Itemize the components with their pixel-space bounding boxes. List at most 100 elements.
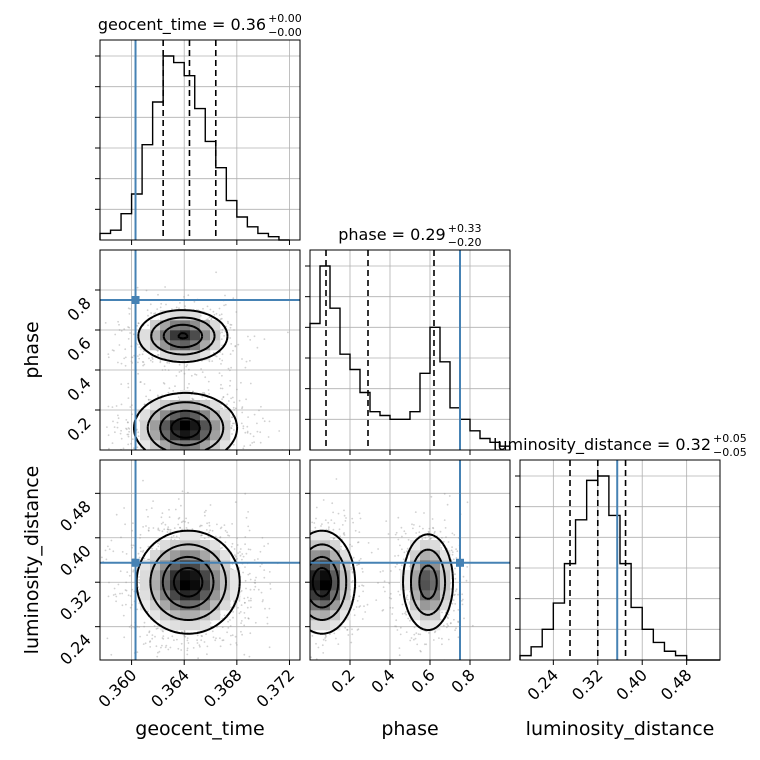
sample-point bbox=[168, 508, 170, 511]
sample-point bbox=[287, 568, 289, 570]
sample-point bbox=[253, 413, 256, 416]
sample-point bbox=[306, 572, 308, 574]
sample-point bbox=[208, 316, 211, 319]
sample-point bbox=[236, 388, 238, 391]
sample-point bbox=[230, 427, 233, 430]
sample-point bbox=[240, 630, 242, 633]
sample-point bbox=[302, 602, 304, 604]
sample-point bbox=[209, 457, 211, 459]
sample-point bbox=[243, 624, 246, 627]
density-cell bbox=[200, 440, 211, 450]
sample-point bbox=[200, 524, 203, 527]
sample-point bbox=[415, 632, 418, 634]
sample-point bbox=[304, 539, 306, 541]
sample-point bbox=[337, 512, 340, 515]
sample-point bbox=[148, 357, 150, 360]
joint-panel-phase-luminosity_distance bbox=[287, 459, 511, 661]
sample-point bbox=[335, 478, 338, 480]
sample-point bbox=[222, 396, 225, 399]
sample-point bbox=[206, 305, 209, 308]
sample-point bbox=[358, 531, 361, 533]
sample-point bbox=[111, 442, 114, 444]
sample-point bbox=[126, 421, 129, 423]
sample-point bbox=[162, 630, 165, 633]
sample-point bbox=[132, 570, 135, 573]
x-tick-label-geocent_time: 0.360 bbox=[95, 665, 141, 711]
sample-point bbox=[223, 614, 226, 617]
sample-point bbox=[223, 304, 226, 307]
sample-point bbox=[261, 600, 264, 603]
panel-content bbox=[287, 460, 510, 660]
sample-point bbox=[201, 491, 203, 493]
sample-point bbox=[304, 583, 306, 585]
sample-point bbox=[302, 560, 304, 562]
sample-point bbox=[269, 588, 272, 590]
sample-point bbox=[356, 600, 359, 602]
sample-point bbox=[227, 322, 230, 324]
sample-point bbox=[305, 536, 307, 538]
sample-point bbox=[311, 521, 314, 524]
sample-point bbox=[355, 606, 358, 608]
sample-point bbox=[245, 516, 248, 519]
sample-point bbox=[140, 472, 142, 474]
truth-marker bbox=[456, 558, 464, 567]
sample-point bbox=[137, 322, 140, 325]
sample-point bbox=[221, 331, 223, 334]
sample-point bbox=[199, 465, 201, 467]
sample-point bbox=[148, 527, 150, 529]
sample-point bbox=[394, 533, 397, 536]
sample-point bbox=[245, 552, 248, 555]
sample-point bbox=[305, 594, 307, 596]
density-cell bbox=[170, 560, 181, 571]
sample-point bbox=[382, 609, 385, 611]
sample-point bbox=[118, 329, 121, 331]
sample-point bbox=[320, 525, 322, 527]
sample-point bbox=[169, 531, 172, 534]
sample-point bbox=[210, 318, 213, 321]
sample-point bbox=[303, 612, 305, 614]
sample-point bbox=[120, 403, 123, 406]
density-cell bbox=[180, 430, 191, 441]
sample-point bbox=[241, 553, 244, 555]
sample-point bbox=[397, 554, 400, 557]
density-cell bbox=[160, 310, 171, 321]
sample-point bbox=[126, 571, 129, 573]
sample-point bbox=[192, 390, 194, 393]
sample-point bbox=[185, 517, 188, 520]
sample-point bbox=[173, 639, 175, 642]
sample-point bbox=[150, 312, 153, 314]
sample-point bbox=[415, 532, 418, 534]
sample-point bbox=[344, 520, 347, 522]
sample-point bbox=[377, 582, 379, 584]
sample-point bbox=[389, 592, 392, 595]
sample-point bbox=[210, 464, 212, 466]
sample-point bbox=[143, 557, 146, 560]
density-cell bbox=[150, 440, 161, 450]
sample-point bbox=[252, 435, 255, 438]
sample-point bbox=[170, 465, 172, 467]
sample-point bbox=[451, 551, 454, 553]
sample-point bbox=[206, 522, 209, 525]
sample-point bbox=[244, 617, 247, 619]
sample-point bbox=[170, 538, 173, 541]
sample-point bbox=[248, 599, 250, 602]
sample-point bbox=[333, 522, 336, 525]
sample-point bbox=[224, 529, 227, 532]
sample-point bbox=[161, 512, 164, 515]
sample-point bbox=[220, 317, 223, 320]
density-cell bbox=[180, 610, 191, 621]
density-cell bbox=[430, 540, 441, 551]
sample-point bbox=[340, 548, 342, 551]
sample-point bbox=[124, 348, 127, 351]
density-cell bbox=[170, 610, 181, 621]
sample-point bbox=[138, 346, 141, 348]
sample-point bbox=[303, 624, 305, 626]
sample-point bbox=[208, 531, 211, 534]
sample-point bbox=[401, 603, 404, 606]
sample-point bbox=[205, 456, 207, 458]
density-cell bbox=[320, 530, 331, 541]
sample-point bbox=[156, 655, 159, 658]
sample-point bbox=[171, 308, 173, 310]
x-tick-label-phase: 0.8 bbox=[447, 665, 478, 696]
